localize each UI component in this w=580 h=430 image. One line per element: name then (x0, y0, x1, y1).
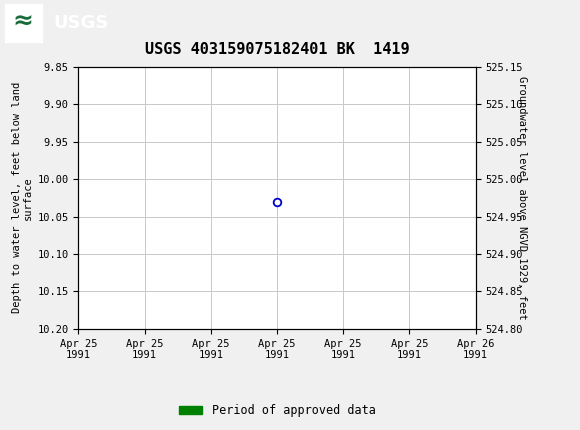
FancyBboxPatch shape (5, 3, 42, 42)
Text: ≈: ≈ (13, 9, 34, 34)
Y-axis label: Groundwater level above NGVD 1929, feet: Groundwater level above NGVD 1929, feet (517, 76, 527, 319)
Text: USGS 403159075182401 BK  1419: USGS 403159075182401 BK 1419 (145, 42, 409, 57)
Y-axis label: Depth to water level, feet below land
surface: Depth to water level, feet below land su… (12, 82, 33, 313)
Legend: Period of approved data: Period of approved data (174, 399, 380, 422)
Text: USGS: USGS (53, 14, 108, 31)
